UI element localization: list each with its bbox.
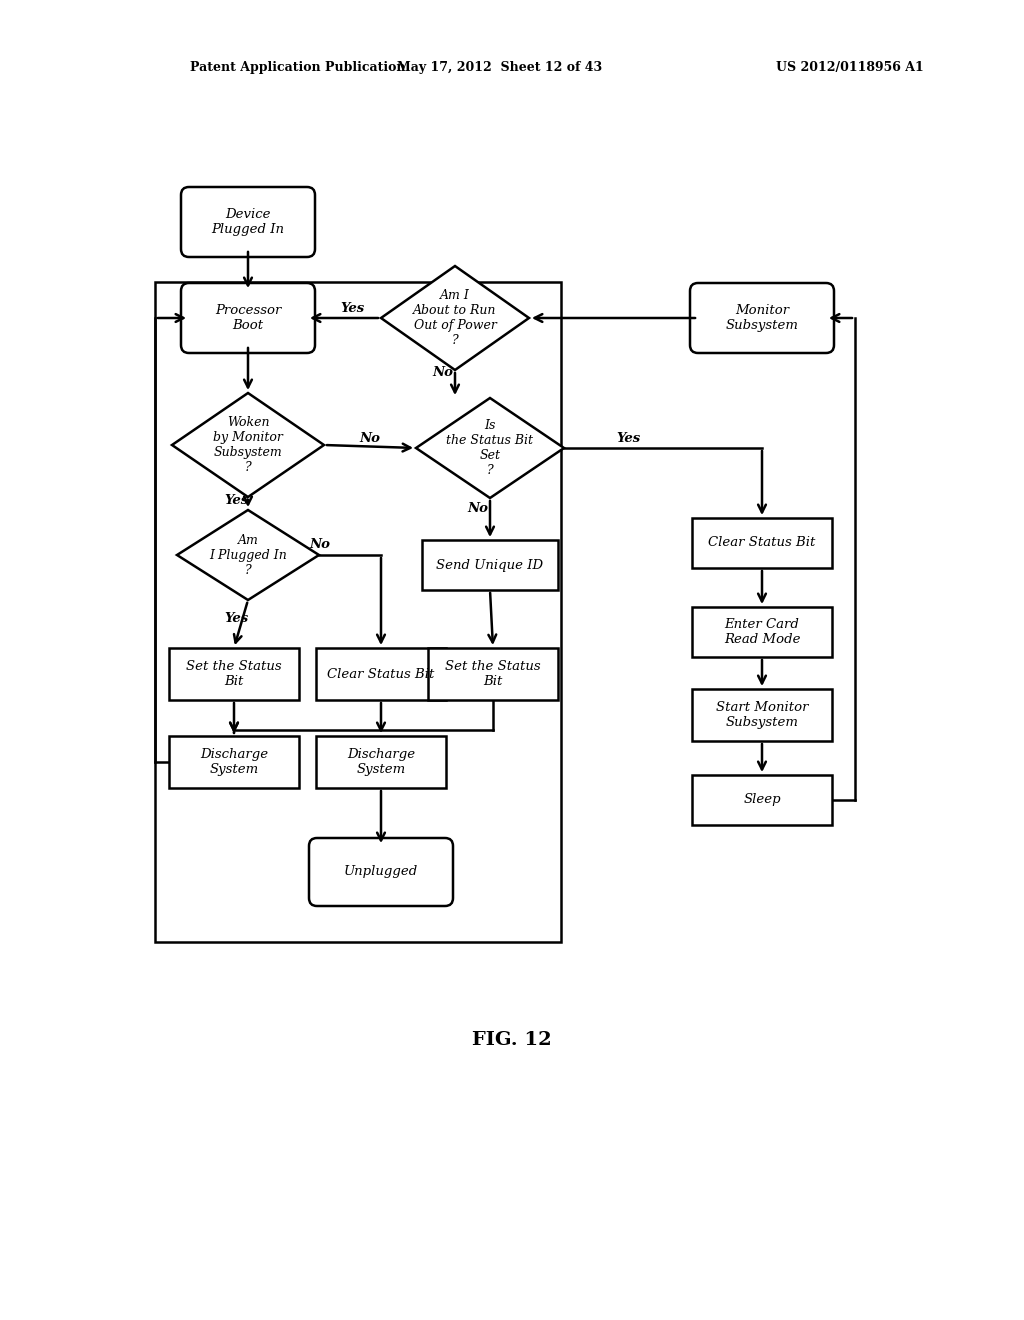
Bar xyxy=(316,648,446,700)
Text: May 17, 2012  Sheet 12 of 43: May 17, 2012 Sheet 12 of 43 xyxy=(397,62,602,74)
Text: Patent Application Publication: Patent Application Publication xyxy=(190,62,406,74)
FancyBboxPatch shape xyxy=(181,282,315,352)
Text: Yes: Yes xyxy=(340,301,365,314)
Text: FIG. 12: FIG. 12 xyxy=(472,1031,552,1049)
Text: Set the Status
Bit: Set the Status Bit xyxy=(186,660,282,688)
Bar xyxy=(316,737,446,788)
FancyBboxPatch shape xyxy=(181,187,315,257)
Bar xyxy=(155,282,561,942)
Bar xyxy=(422,540,558,590)
Text: Unplugged: Unplugged xyxy=(344,866,418,879)
Bar xyxy=(428,648,558,700)
Text: Processor
Boot: Processor Boot xyxy=(215,304,282,333)
Text: Clear Status Bit: Clear Status Bit xyxy=(328,668,434,681)
Text: Yes: Yes xyxy=(615,432,640,445)
FancyBboxPatch shape xyxy=(309,838,453,906)
Text: Am
I Plugged In
?: Am I Plugged In ? xyxy=(209,533,287,577)
Text: Send Unique ID: Send Unique ID xyxy=(436,558,544,572)
Text: Clear Status Bit: Clear Status Bit xyxy=(709,536,816,549)
Text: Woken
by Monitor
Subsystem
?: Woken by Monitor Subsystem ? xyxy=(213,416,283,474)
Text: Monitor
Subsystem: Monitor Subsystem xyxy=(725,304,799,333)
Text: No: No xyxy=(359,432,381,445)
Text: Yes: Yes xyxy=(224,494,248,507)
Bar xyxy=(692,517,831,568)
Text: Set the Status
Bit: Set the Status Bit xyxy=(445,660,541,688)
Bar xyxy=(692,607,831,657)
Text: Device
Plugged In: Device Plugged In xyxy=(212,209,285,236)
Text: Start Monitor
Subsystem: Start Monitor Subsystem xyxy=(716,701,808,729)
Text: No: No xyxy=(468,502,488,515)
Text: Is
the Status Bit
Set
?: Is the Status Bit Set ? xyxy=(446,418,534,477)
Text: Discharge
System: Discharge System xyxy=(347,748,415,776)
Text: No: No xyxy=(432,366,454,379)
Text: Sleep: Sleep xyxy=(743,793,781,807)
Bar xyxy=(169,737,299,788)
Bar xyxy=(692,775,831,825)
Polygon shape xyxy=(416,399,564,498)
Text: Enter Card
Read Mode: Enter Card Read Mode xyxy=(724,618,800,645)
Text: No: No xyxy=(309,539,331,552)
Text: Discharge
System: Discharge System xyxy=(200,748,268,776)
Polygon shape xyxy=(177,510,319,601)
Polygon shape xyxy=(381,267,529,370)
FancyBboxPatch shape xyxy=(690,282,834,352)
Text: Yes: Yes xyxy=(224,611,248,624)
Bar xyxy=(169,648,299,700)
Bar xyxy=(692,689,831,741)
Text: US 2012/0118956 A1: US 2012/0118956 A1 xyxy=(776,62,924,74)
Text: Am I
About to Run
Out of Power
?: Am I About to Run Out of Power ? xyxy=(414,289,497,347)
Polygon shape xyxy=(172,393,324,498)
